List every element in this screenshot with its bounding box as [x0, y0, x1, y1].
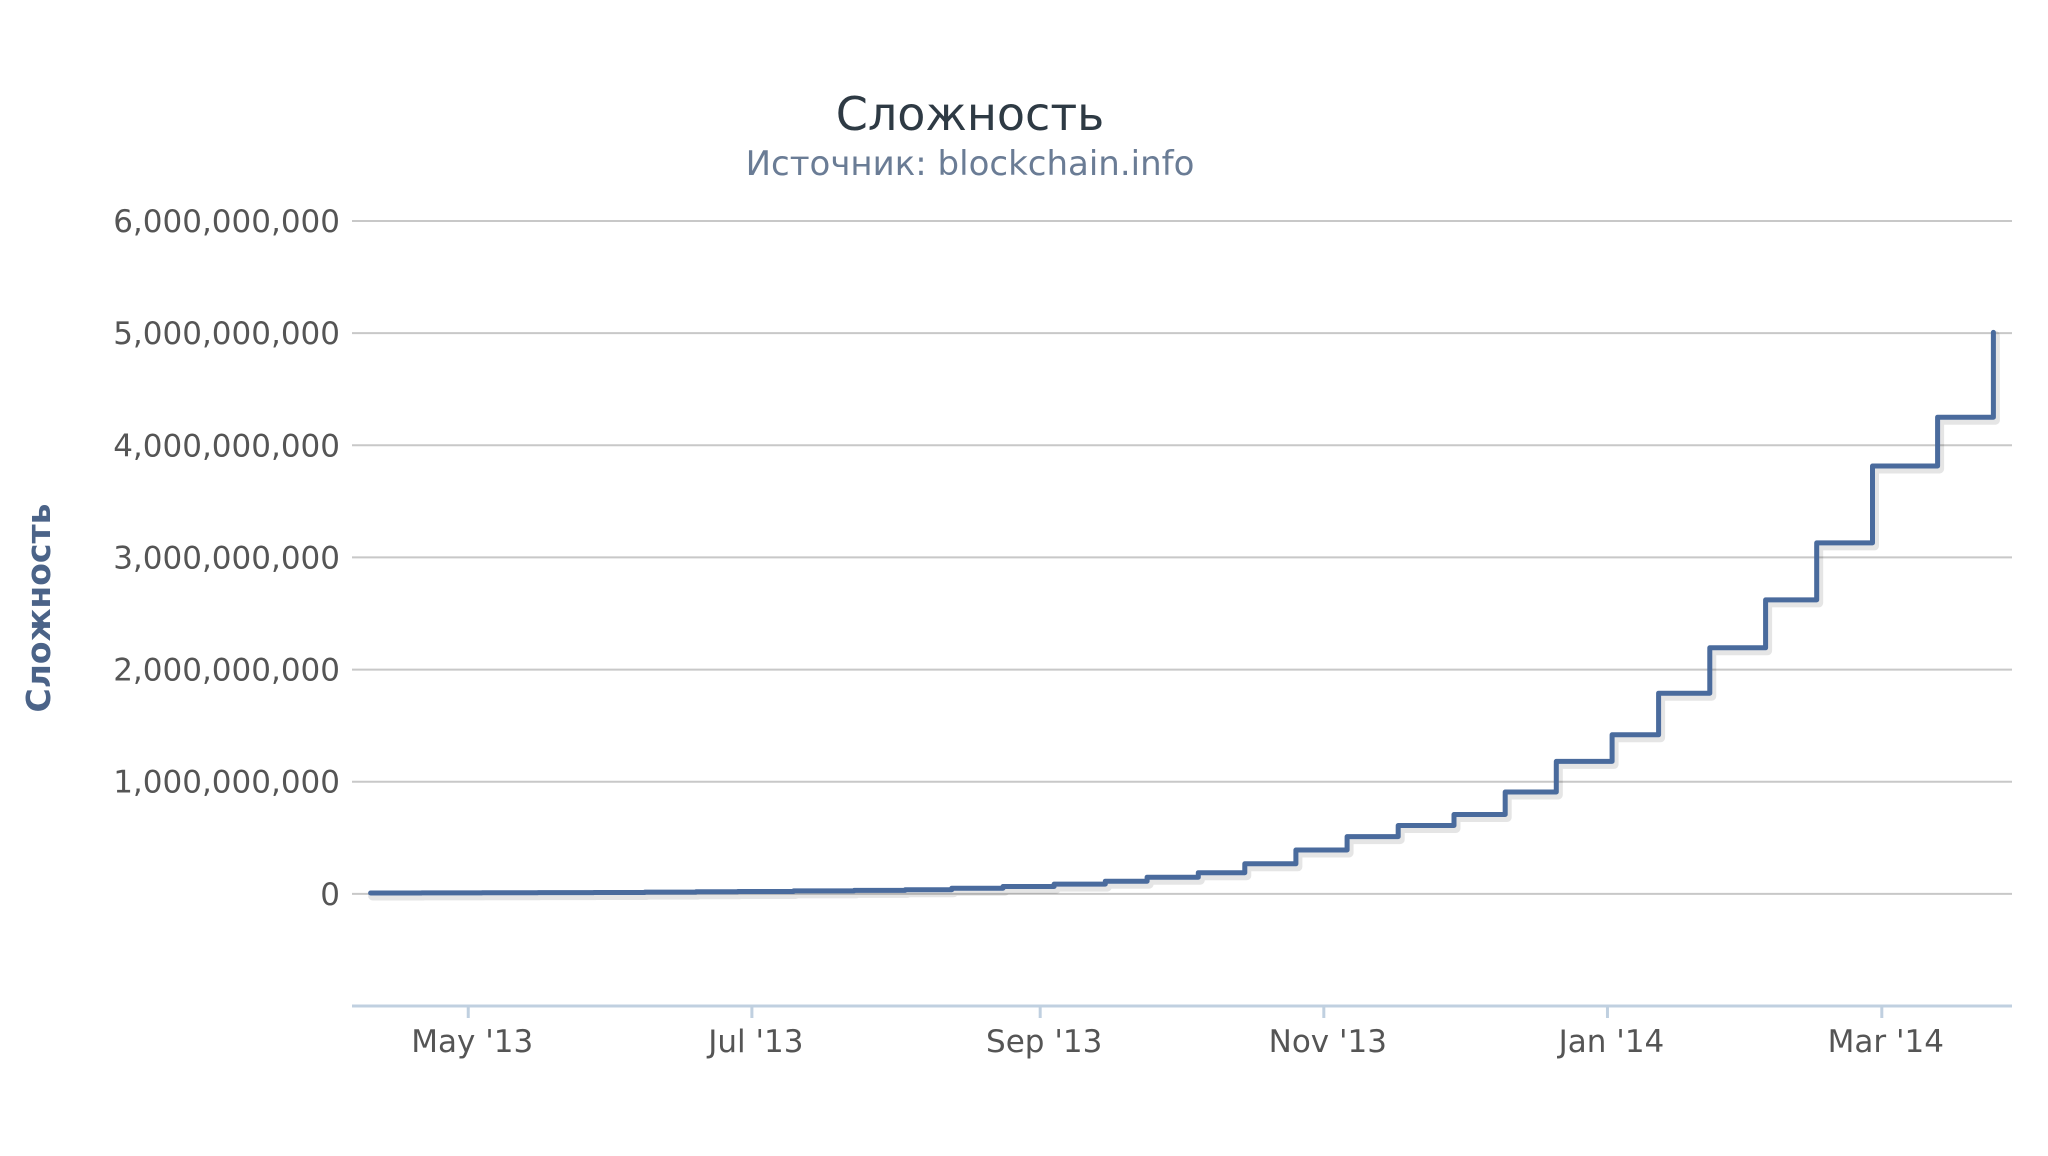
- y-tick-label: 1,000,000,000: [113, 765, 340, 801]
- x-tick-label: Jan '14: [1557, 1024, 1665, 1060]
- series-line-shadow: [368, 330, 2000, 901]
- grid-lines: [352, 220, 2012, 895]
- y-axis-labels: 0 1,000,000,000 2,000,000,000 3,000,000,000…: [113, 204, 340, 913]
- y-axis-title: Сложность: [19, 504, 58, 713]
- y-tick-label: 3,000,000,000: [113, 540, 340, 576]
- y-tick-label: 0: [320, 877, 340, 913]
- difficulty-series-line: [368, 329, 1996, 896]
- series-layer: [368, 329, 2000, 901]
- y-tick-label: 4,000,000,000: [113, 428, 340, 464]
- y-tick-label: 6,000,000,000: [113, 204, 340, 240]
- chart-title: Сложность: [836, 87, 1105, 141]
- x-tick-label: Sep '13: [986, 1024, 1102, 1060]
- x-tick-label: Nov '13: [1269, 1024, 1387, 1060]
- x-axis: May '13 Jul '13 Sep '13 Nov '13 Jan '14 Mar '…: [352, 1004, 2012, 1060]
- y-tick-label: 2,000,000,000: [113, 653, 340, 689]
- chart-subtitle: Источник: blockchain.info: [746, 144, 1195, 184]
- x-tick-label: May '13: [411, 1024, 533, 1060]
- x-tick-label: Mar '14: [1828, 1024, 1944, 1060]
- y-tick-label: 5,000,000,000: [113, 316, 340, 352]
- x-tick-label: Jul '13: [706, 1024, 803, 1060]
